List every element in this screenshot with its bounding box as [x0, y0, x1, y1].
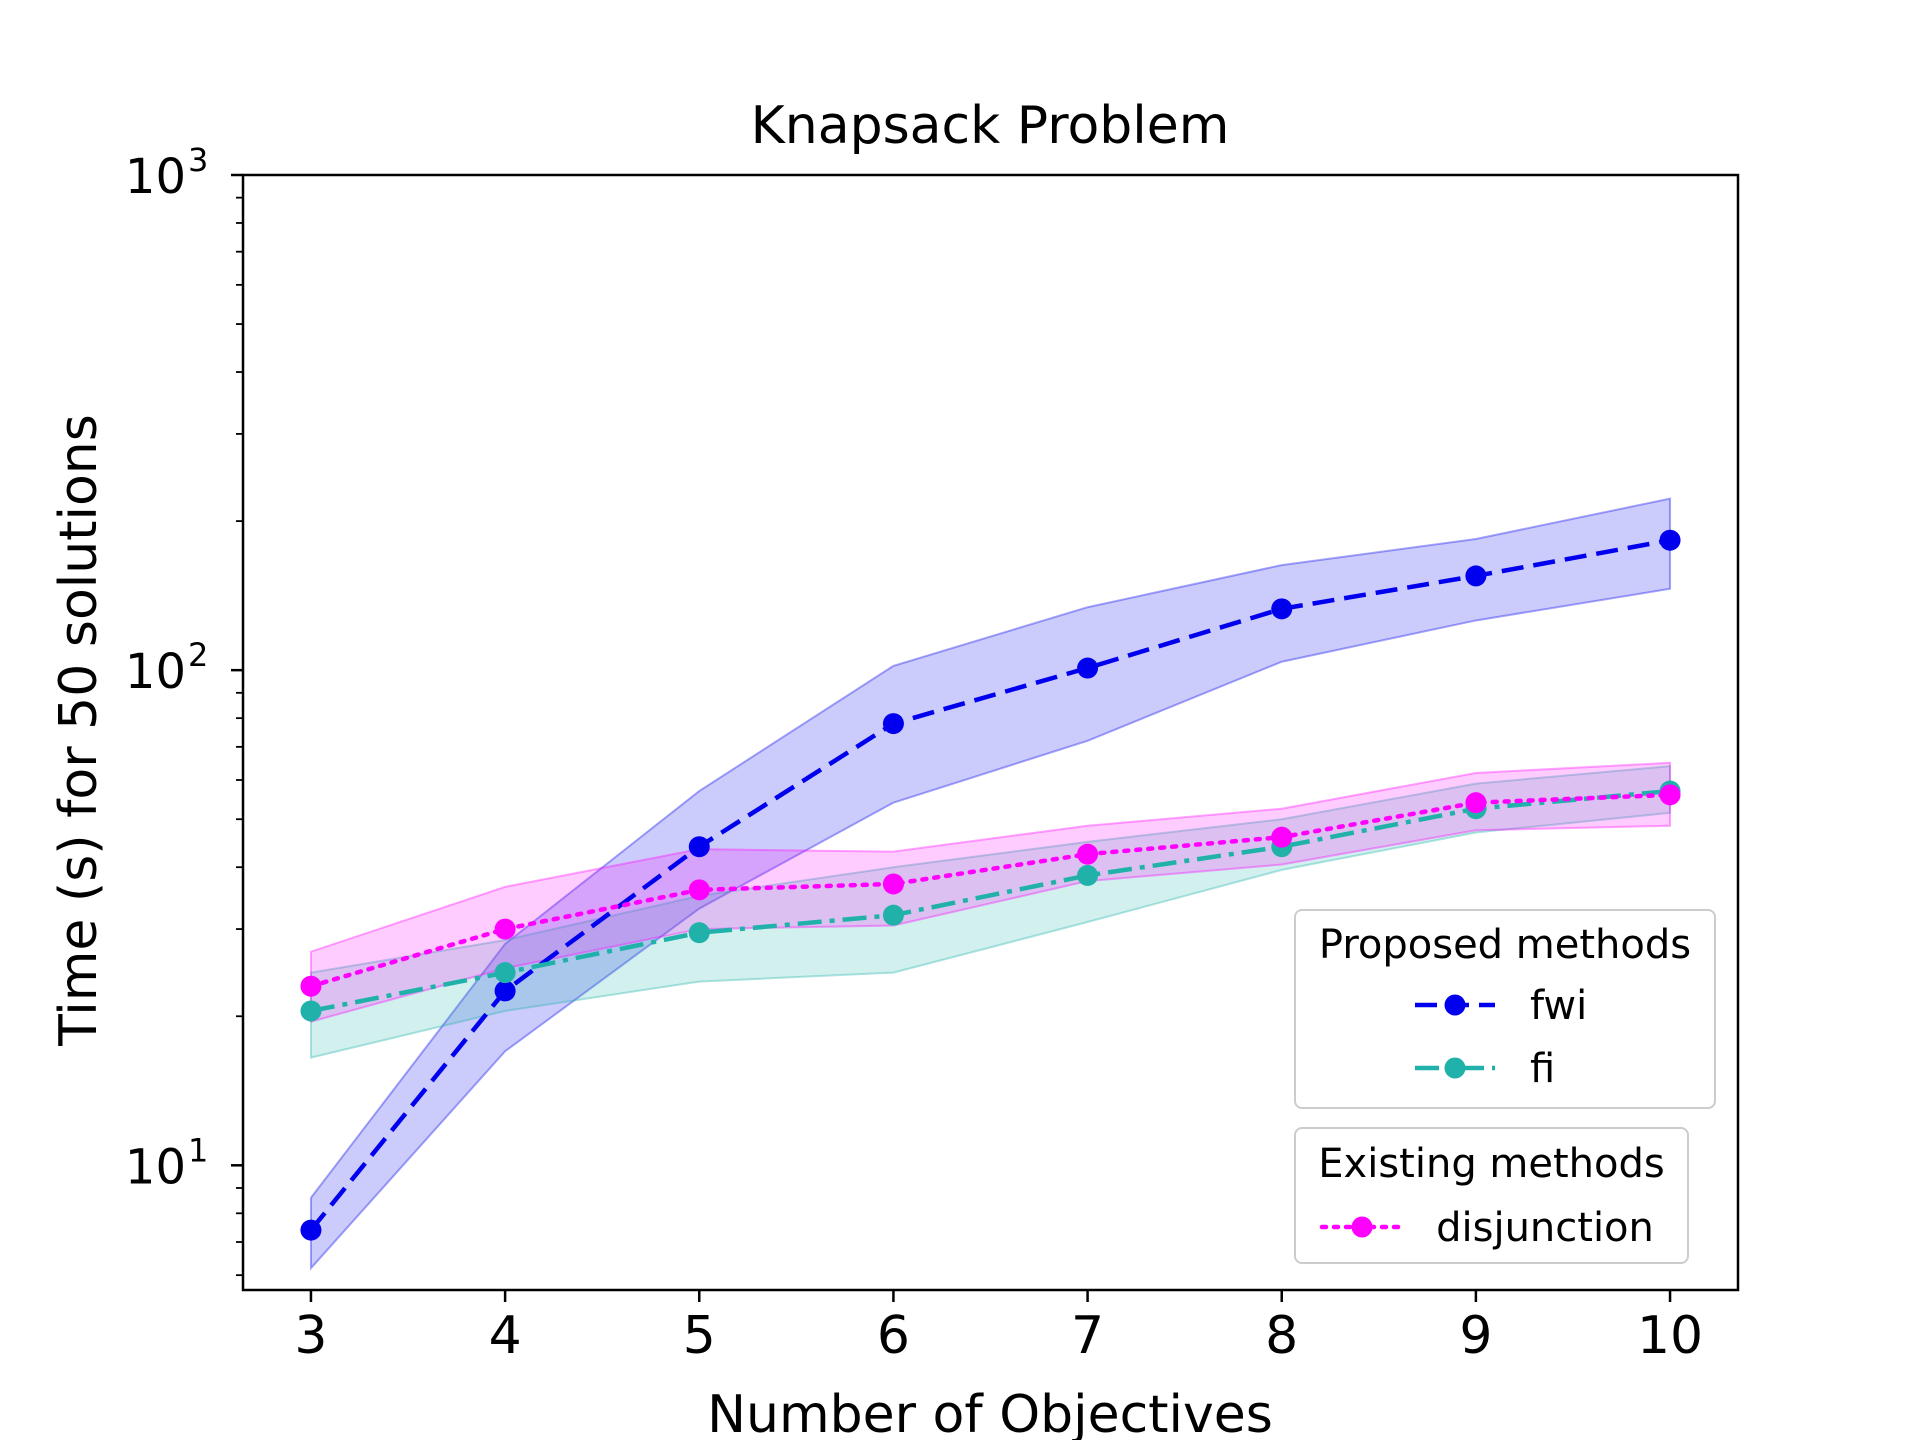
x-axis-label: Number of Objectives [707, 1385, 1273, 1440]
legend-marker-disjunction [1351, 1216, 1373, 1238]
point-disjunction-10 [1659, 784, 1681, 806]
legend-title-0: Proposed methods [1319, 922, 1691, 968]
point-fwi-7 [1077, 657, 1099, 679]
x-tick-label-8: 8 [1265, 1306, 1298, 1366]
legend: Proposed methods fwi fi Existing methods dis… [1294, 909, 1716, 1264]
legend-title-1: Existing methods [1318, 1141, 1664, 1187]
x-tick-label-6: 6 [877, 1306, 910, 1366]
point-fwi-5 [688, 836, 710, 858]
x-tick-label-9: 9 [1459, 1306, 1492, 1366]
legend-label-fi: fi [1530, 1046, 1555, 1092]
chart-title: Knapsack Problem [751, 96, 1230, 156]
point-disjunction-5 [688, 879, 710, 901]
point-fwi-4 [494, 980, 516, 1002]
y-tick-label-10: 10 [125, 1139, 186, 1195]
point-disjunction-9 [1465, 792, 1487, 814]
point-disjunction-6 [882, 873, 904, 895]
point-fwi-6 [882, 713, 904, 735]
legend-label-fwi: fwi [1530, 983, 1587, 1029]
series-markers [300, 529, 1681, 1241]
x-tick-label-3: 3 [294, 1306, 327, 1366]
point-disjunction-8 [1271, 826, 1293, 848]
line-disjunction [308, 792, 1673, 989]
line-fwi [309, 537, 1671, 1232]
y-tick-exponent-10: 1 [188, 1131, 208, 1169]
y-tick-exponent-1000: 3 [188, 141, 208, 179]
line-fi [310, 788, 1671, 1014]
band-fwi [309, 497, 1672, 1271]
x-tick-label-5: 5 [683, 1306, 716, 1366]
legend-marker-fwi [1444, 994, 1466, 1016]
legend-box-1 [1294, 1127, 1689, 1264]
point-fi-3 [300, 1000, 322, 1022]
legend-label-disjunction: disjunction [1436, 1205, 1654, 1251]
point-fwi-3 [300, 1219, 322, 1241]
point-fwi-9 [1465, 565, 1487, 587]
point-disjunction-7 [1077, 843, 1099, 865]
legend-box-0 [1294, 909, 1716, 1109]
x-tick-label-7: 7 [1071, 1306, 1104, 1366]
y-tick-exponent-100: 2 [188, 636, 208, 674]
point-fi-7 [1077, 864, 1099, 886]
legend-marker-fi [1444, 1057, 1466, 1079]
band-fi [309, 765, 1672, 1059]
point-fi-4 [494, 962, 516, 984]
y-tick-label-1000: 10 [125, 149, 186, 205]
plot-frame [241, 173, 1740, 1292]
point-disjunction-3 [300, 975, 322, 997]
point-fwi-10 [1659, 529, 1681, 551]
point-fi-5 [688, 922, 710, 944]
series-lines [308, 537, 1673, 1232]
x-tick-label-4: 4 [489, 1306, 522, 1366]
point-fi-6 [882, 904, 904, 926]
x-tick-label-10: 10 [1637, 1306, 1703, 1366]
y-axis-label: Time (s) for 50 solutions [49, 414, 109, 1047]
y-tick-label-100: 10 [125, 644, 186, 700]
point-disjunction-4 [494, 918, 516, 940]
point-fwi-8 [1271, 598, 1293, 620]
